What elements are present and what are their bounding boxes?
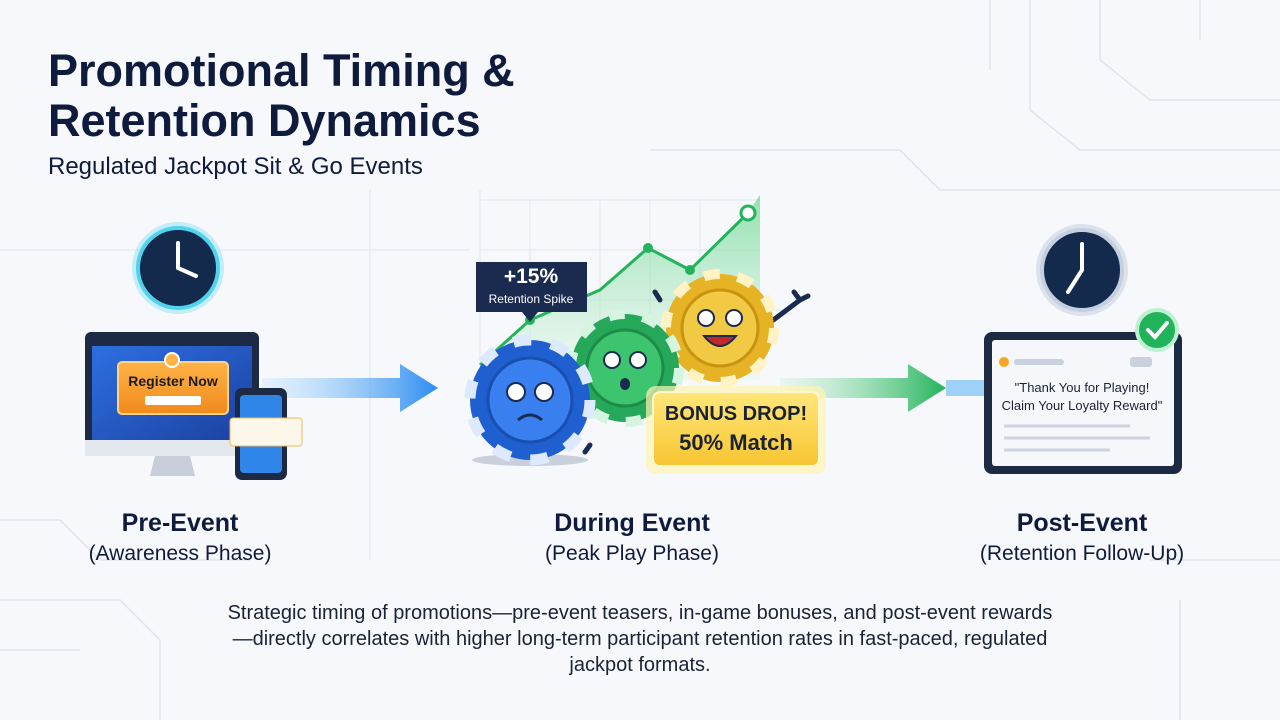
chart-point	[643, 243, 653, 253]
chart-line	[478, 211, 750, 367]
clock-post	[1036, 224, 1128, 316]
callout-value: +15%	[504, 265, 559, 288]
notification-dot	[999, 357, 1009, 367]
chip-gold	[661, 269, 811, 387]
phase-desc: (Peak Play Phase)	[545, 542, 719, 565]
chip-center	[680, 288, 760, 368]
title-line: Promotional Timing &	[48, 45, 515, 96]
chip-edge	[464, 334, 596, 466]
callout-box	[476, 262, 587, 322]
title: Promotional Timing & Retention Dynamics	[48, 46, 515, 146]
chip-center	[486, 356, 574, 444]
phase-pre: Pre-Event (Awareness Phase)	[30, 509, 330, 566]
phase-during: During Event (Peak Play Phase)	[482, 509, 782, 566]
chip-eye	[506, 382, 526, 402]
tablet-screen	[992, 340, 1174, 466]
chip-eye	[603, 351, 621, 369]
clock-pre	[132, 222, 224, 314]
input-field	[145, 396, 201, 405]
flow-arrow	[946, 380, 988, 396]
callout-label: Retention Spike	[489, 292, 574, 306]
chip-eye	[534, 382, 554, 402]
tablet: "Thank You for Playing! Claim Your Loyal…	[984, 308, 1182, 474]
message-line: "Thank You for Playing!	[1015, 380, 1150, 395]
chip-mouth	[620, 378, 630, 390]
chip-eye	[629, 351, 647, 369]
retention-callout: +15% Retention Spike	[476, 262, 587, 322]
chart-point	[739, 204, 757, 222]
monitor-stand	[150, 456, 195, 476]
chip-mouth	[701, 335, 739, 347]
monitor: Register Now	[85, 332, 259, 476]
phone	[229, 388, 303, 480]
bonus-box	[652, 391, 820, 467]
bonus-line: 50% Match	[679, 430, 793, 455]
monitor-chin	[85, 440, 259, 456]
check-badge	[1135, 308, 1179, 352]
title-line: Retention Dynamics	[48, 95, 481, 146]
button-label: Register Now	[128, 373, 218, 389]
check-mark	[1146, 321, 1169, 340]
clock-hands	[176, 241, 198, 278]
chip-eye	[697, 309, 715, 327]
phase-label: Post-Event	[1016, 509, 1148, 537]
footer-text: Strategic timing of promotions—pre-event…	[227, 602, 1053, 676]
phase-post: Post-Event (Retention Follow-Up)	[932, 509, 1232, 566]
message-line: Claim Your Loyalty Reward"	[1002, 398, 1163, 413]
badge	[164, 352, 180, 368]
clock-hands	[1066, 242, 1084, 294]
phase-label: During Event	[554, 509, 710, 537]
phase-desc: (Retention Follow-Up)	[979, 542, 1185, 565]
chip-blue	[464, 334, 596, 466]
phase-label: Pre-Event	[121, 509, 239, 537]
bonus-line: BONUS DROP!	[665, 403, 807, 425]
chip-eye	[725, 309, 743, 327]
phase-desc: (Awareness Phase)	[88, 542, 272, 565]
bonus-card: BONUS DROP! 50% Match	[646, 386, 826, 474]
flow-arrow	[780, 364, 946, 412]
flow-arrow	[262, 364, 438, 412]
placeholder-bar	[1130, 357, 1152, 367]
chip-edge	[566, 309, 684, 427]
phone-card	[229, 417, 303, 447]
placeholder-bar	[1014, 359, 1064, 365]
chip-edge	[661, 269, 779, 387]
chip-mouth	[517, 413, 543, 422]
placeholder-lines	[1004, 424, 1150, 452]
chart-point	[685, 265, 695, 275]
subtitle: Regulated Jackpot Sit & Go Events	[48, 153, 423, 180]
